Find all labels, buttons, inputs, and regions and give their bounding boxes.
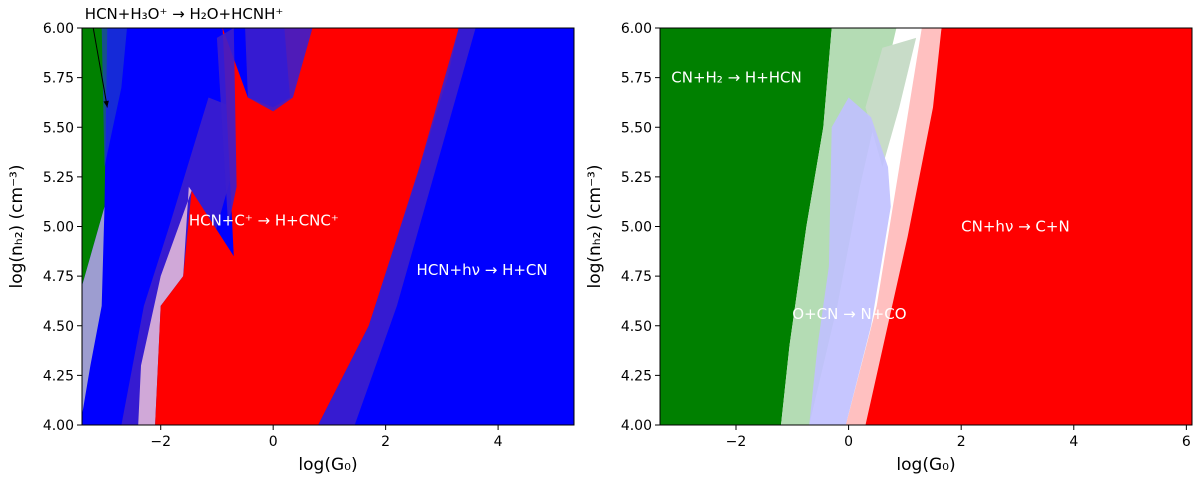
y-tick-label: 4.25 — [621, 368, 652, 384]
region-1 — [845, 28, 942, 425]
region-4 — [865, 37, 917, 168]
x-tick-label: 4 — [1069, 434, 1078, 450]
region-6 — [318, 28, 476, 425]
y-tick-label: 6.00 — [43, 21, 74, 37]
region-7 — [245, 28, 313, 112]
y-tick-label: 4.75 — [621, 269, 652, 285]
regions — [660, 28, 1192, 425]
annotation-arrow — [92, 27, 108, 108]
y-tick-label: 5.00 — [43, 220, 74, 236]
x-tick-label: 0 — [844, 434, 853, 450]
region-8 — [216, 28, 237, 227]
y-tick-label: 4.00 — [43, 418, 74, 434]
y-tick-label: 5.75 — [43, 71, 74, 87]
region-2 — [101, 28, 127, 167]
x-axis-label: log(G₀) — [298, 455, 357, 475]
region-5 — [809, 97, 891, 425]
left-panel: −2 0 2 4 4.00 4.25 4.50 4.75 5.00 5.25 5.50 5.75 6.0… — [7, 5, 575, 475]
y-tick-label: 4.75 — [43, 269, 74, 285]
region-label: HCN+C⁺ → H+CNC⁺ — [189, 212, 339, 230]
right-panel: −2 0 2 4 6 4.00 4.25 4.50 4.75 5.00 5.25 5.50 5.75 6.… — [585, 21, 1193, 475]
region-0 — [845, 28, 1192, 425]
annotations: CN+H₂ → H+HCN O+CN → N+CO CN+hν → C+N — [671, 69, 1069, 323]
x-axis-label: log(G₀) — [896, 455, 955, 475]
y-tick-label: 5.25 — [43, 170, 74, 186]
region-4 — [138, 186, 192, 425]
x-tick-label: 4 — [494, 434, 503, 450]
regions — [82, 28, 476, 425]
y-tick-label: 4.50 — [621, 319, 652, 335]
y-tick-label: 5.50 — [621, 120, 652, 136]
region-0 — [82, 28, 108, 425]
region-2 — [660, 28, 832, 425]
region-label: CN+H₂ → H+HCN — [671, 69, 801, 87]
y-tick-label: 5.00 — [621, 220, 652, 236]
x-tick-label: 2 — [381, 434, 390, 450]
region-label: HCN+hν → H+CN — [417, 261, 548, 279]
x-tick-label: 2 — [957, 434, 966, 450]
region-label: HCN+H₃O⁺ → H₂O+HCNH⁺ — [85, 5, 284, 23]
y-tick-label: 5.25 — [621, 170, 652, 186]
y-tick-label: 6.00 — [621, 21, 652, 37]
x-tick-label: 6 — [1182, 434, 1191, 450]
region-label: CN+hν → C+N — [961, 218, 1070, 236]
y-tick-label: 4.25 — [43, 368, 74, 384]
x-tick-label: −2 — [726, 434, 747, 450]
region-label: O+CN → N+CO — [792, 305, 906, 323]
x-tick-label: 0 — [269, 434, 278, 450]
y-axis-label: log(nₕ₂) (cm⁻³) — [585, 164, 605, 288]
y-tick-label: 5.75 — [621, 71, 652, 87]
y-tick-label: 4.50 — [43, 319, 74, 335]
annotations: HCN+C⁺ → H+CNC⁺ HCN+hν → H+CN — [189, 212, 548, 280]
arrow-head — [103, 100, 109, 108]
y-tick-label: 5.50 — [43, 120, 74, 136]
region-1 — [82, 206, 105, 416]
y-tick-label: 4.00 — [621, 418, 652, 434]
y-axis-label: log(nₕ₂) (cm⁻³) — [7, 164, 27, 288]
x-tick-label: −2 — [150, 434, 171, 450]
